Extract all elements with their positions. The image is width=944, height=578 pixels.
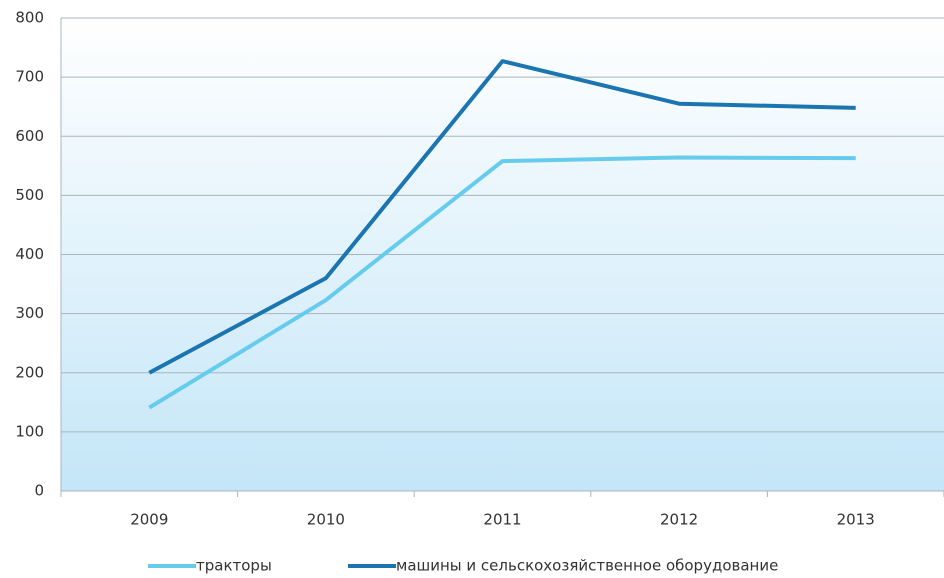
x-tick-label: 2009 (130, 511, 168, 529)
legend-label: машины и сельскохозяйственное оборудован… (396, 557, 778, 575)
y-tick-label: 100 (15, 422, 44, 440)
x-tick-label: 2013 (837, 511, 875, 529)
x-tick-label: 2010 (307, 511, 345, 529)
y-tick-label: 800 (15, 9, 44, 27)
line-series (148, 59, 856, 375)
x-tick-label: 2011 (483, 511, 521, 529)
y-tick-label: 400 (15, 245, 44, 263)
y-tick-label: 200 (15, 363, 44, 381)
legend-label: тракторы (196, 557, 272, 575)
y-tick-label: 0 (34, 482, 44, 500)
y-tick-label: 500 (15, 186, 44, 204)
x-tick-label: 2012 (660, 511, 698, 529)
y-tick-label: 600 (15, 127, 44, 145)
y-tick-label: 700 (15, 68, 44, 86)
y-tick-label: 300 (15, 304, 44, 322)
line-series (148, 155, 856, 410)
